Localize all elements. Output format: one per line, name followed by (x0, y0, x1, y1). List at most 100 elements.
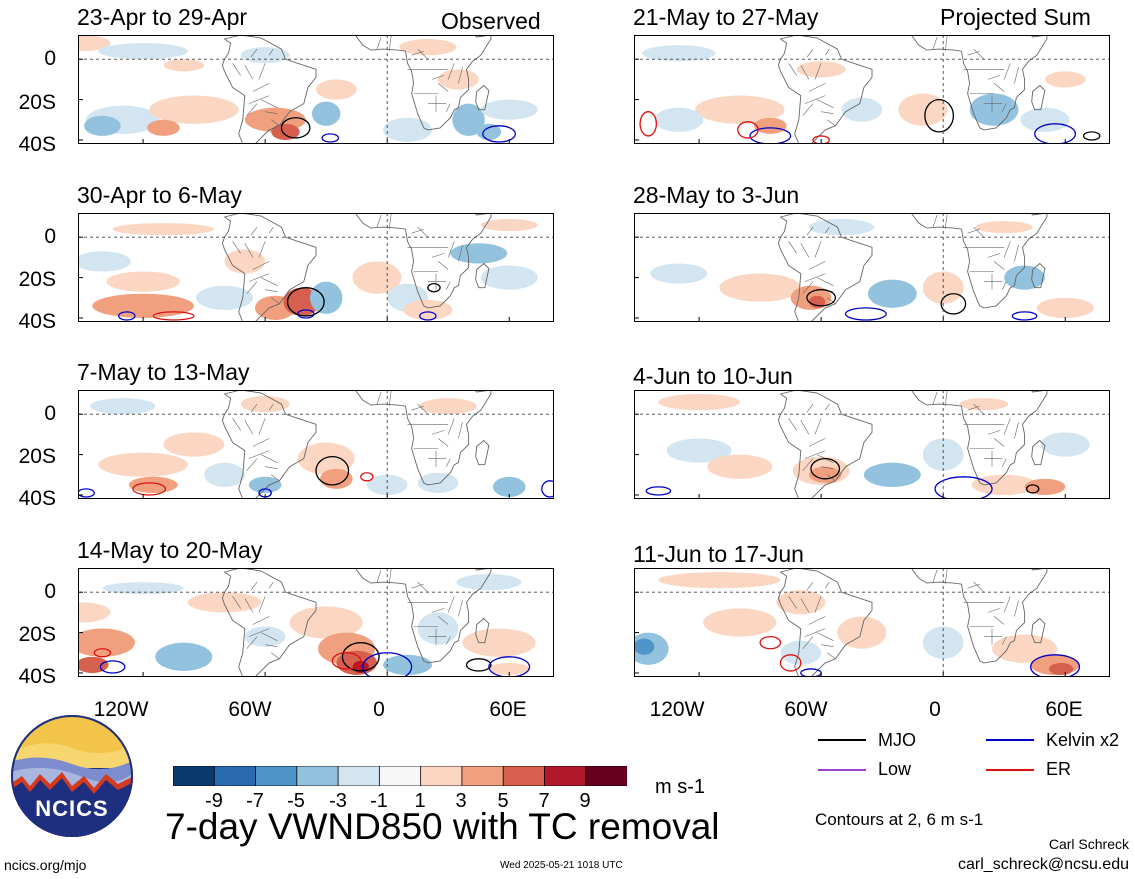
country-border (250, 226, 258, 236)
y-tick: 40S (18, 665, 56, 688)
country-border (814, 418, 822, 435)
country-border (806, 581, 814, 591)
wave-contour (465, 658, 492, 672)
anomaly-shading (796, 61, 846, 78)
country-border (250, 48, 258, 58)
colorbar-label: -5 (287, 790, 305, 812)
anomaly-shading (204, 462, 245, 487)
observed-header: Observed (441, 8, 541, 34)
anomaly-field (78, 219, 538, 320)
anomaly-shading (703, 608, 777, 637)
country-border (252, 83, 270, 92)
y-tick: 40S (18, 133, 56, 156)
country-border (260, 277, 278, 286)
legend-er: ER (1046, 759, 1072, 779)
country-border (271, 474, 280, 482)
country-border (824, 48, 830, 56)
footer-author: Carl Schreck (1048, 836, 1129, 852)
colorbar-label: 7 (538, 790, 550, 812)
country-border (788, 241, 797, 254)
anomaly-shading (240, 396, 290, 413)
map-panel (634, 35, 1110, 144)
y-tick: 20S (18, 91, 56, 114)
country-border (271, 652, 280, 660)
map-panel (78, 35, 554, 144)
anomaly-shading (841, 97, 883, 122)
anomaly-shading (780, 640, 822, 665)
wave-contour (779, 654, 802, 672)
anomaly-shading (1040, 432, 1090, 457)
anomaly-shading (456, 574, 522, 591)
country-border (250, 403, 258, 413)
wave-contour (1025, 484, 1040, 494)
y-tick: 40S (18, 310, 56, 333)
anomaly-shading (666, 438, 732, 463)
anomaly-shading (707, 454, 773, 479)
country-border (248, 273, 270, 282)
country-border (248, 95, 270, 104)
anomaly-shading (297, 442, 355, 475)
continent-outline (475, 617, 490, 644)
country-border (808, 261, 826, 270)
anomaly-field (90, 396, 526, 497)
anomaly-shading (112, 223, 215, 236)
country-border (804, 628, 826, 637)
continent-outline (910, 35, 1048, 131)
anomaly-shading (163, 59, 205, 72)
colorbar-swatch (420, 766, 463, 786)
country-border (827, 652, 836, 660)
legend-low: Low (878, 759, 912, 779)
anomaly-shading (654, 107, 704, 132)
wave-contour (331, 652, 362, 670)
country-border (431, 75, 445, 80)
anomaly-shading (92, 293, 194, 318)
anomaly-shading (867, 279, 917, 308)
country-border (445, 281, 451, 290)
anomaly-shading (84, 115, 121, 136)
panel-frame (634, 568, 1110, 677)
wave-contour (924, 98, 955, 133)
country-border (1014, 245, 1019, 262)
wave-contours (118, 282, 441, 321)
anomaly-shading (1004, 265, 1045, 290)
anomaly-shading (776, 590, 826, 615)
anomaly-shading (480, 265, 538, 290)
country-border (244, 65, 254, 80)
country-border (445, 103, 451, 112)
country-border (932, 569, 938, 583)
country-border (258, 241, 266, 258)
wave-contour (940, 293, 967, 315)
colorbar-swatch (461, 766, 505, 786)
anomaly-shading (311, 101, 341, 126)
country-border (411, 228, 424, 234)
panel-title: 23-Apr to 29-Apr (77, 4, 248, 30)
low-line-swatch (818, 769, 866, 771)
y-tick: 20S (18, 268, 56, 291)
country-border (827, 119, 836, 127)
country-border (967, 405, 980, 411)
colorbar-swatch (585, 766, 627, 786)
anomaly-shading (417, 612, 459, 645)
anomaly-shading (837, 616, 887, 649)
anomaly-shading (1044, 71, 1086, 88)
country-border (993, 616, 1005, 625)
country-border (252, 438, 270, 447)
x-tick: 120W (649, 698, 705, 721)
country-border (932, 391, 938, 405)
projected-header: Projected Sum (940, 4, 1091, 30)
anomaly-field (78, 35, 538, 142)
country-border (258, 418, 266, 435)
anomaly-shading (658, 572, 781, 589)
y-tick: 40S (18, 487, 56, 510)
coastlines (221, 35, 492, 144)
coastlines (777, 568, 1048, 677)
continent-outline (354, 213, 492, 309)
country-border (258, 63, 266, 80)
country-border (800, 420, 810, 435)
wave-contour (934, 476, 993, 499)
country-border (417, 403, 429, 415)
country-border (993, 261, 1005, 270)
panel-frame (634, 35, 1110, 144)
colorbar-swatch (544, 766, 587, 786)
country-border (411, 583, 424, 589)
